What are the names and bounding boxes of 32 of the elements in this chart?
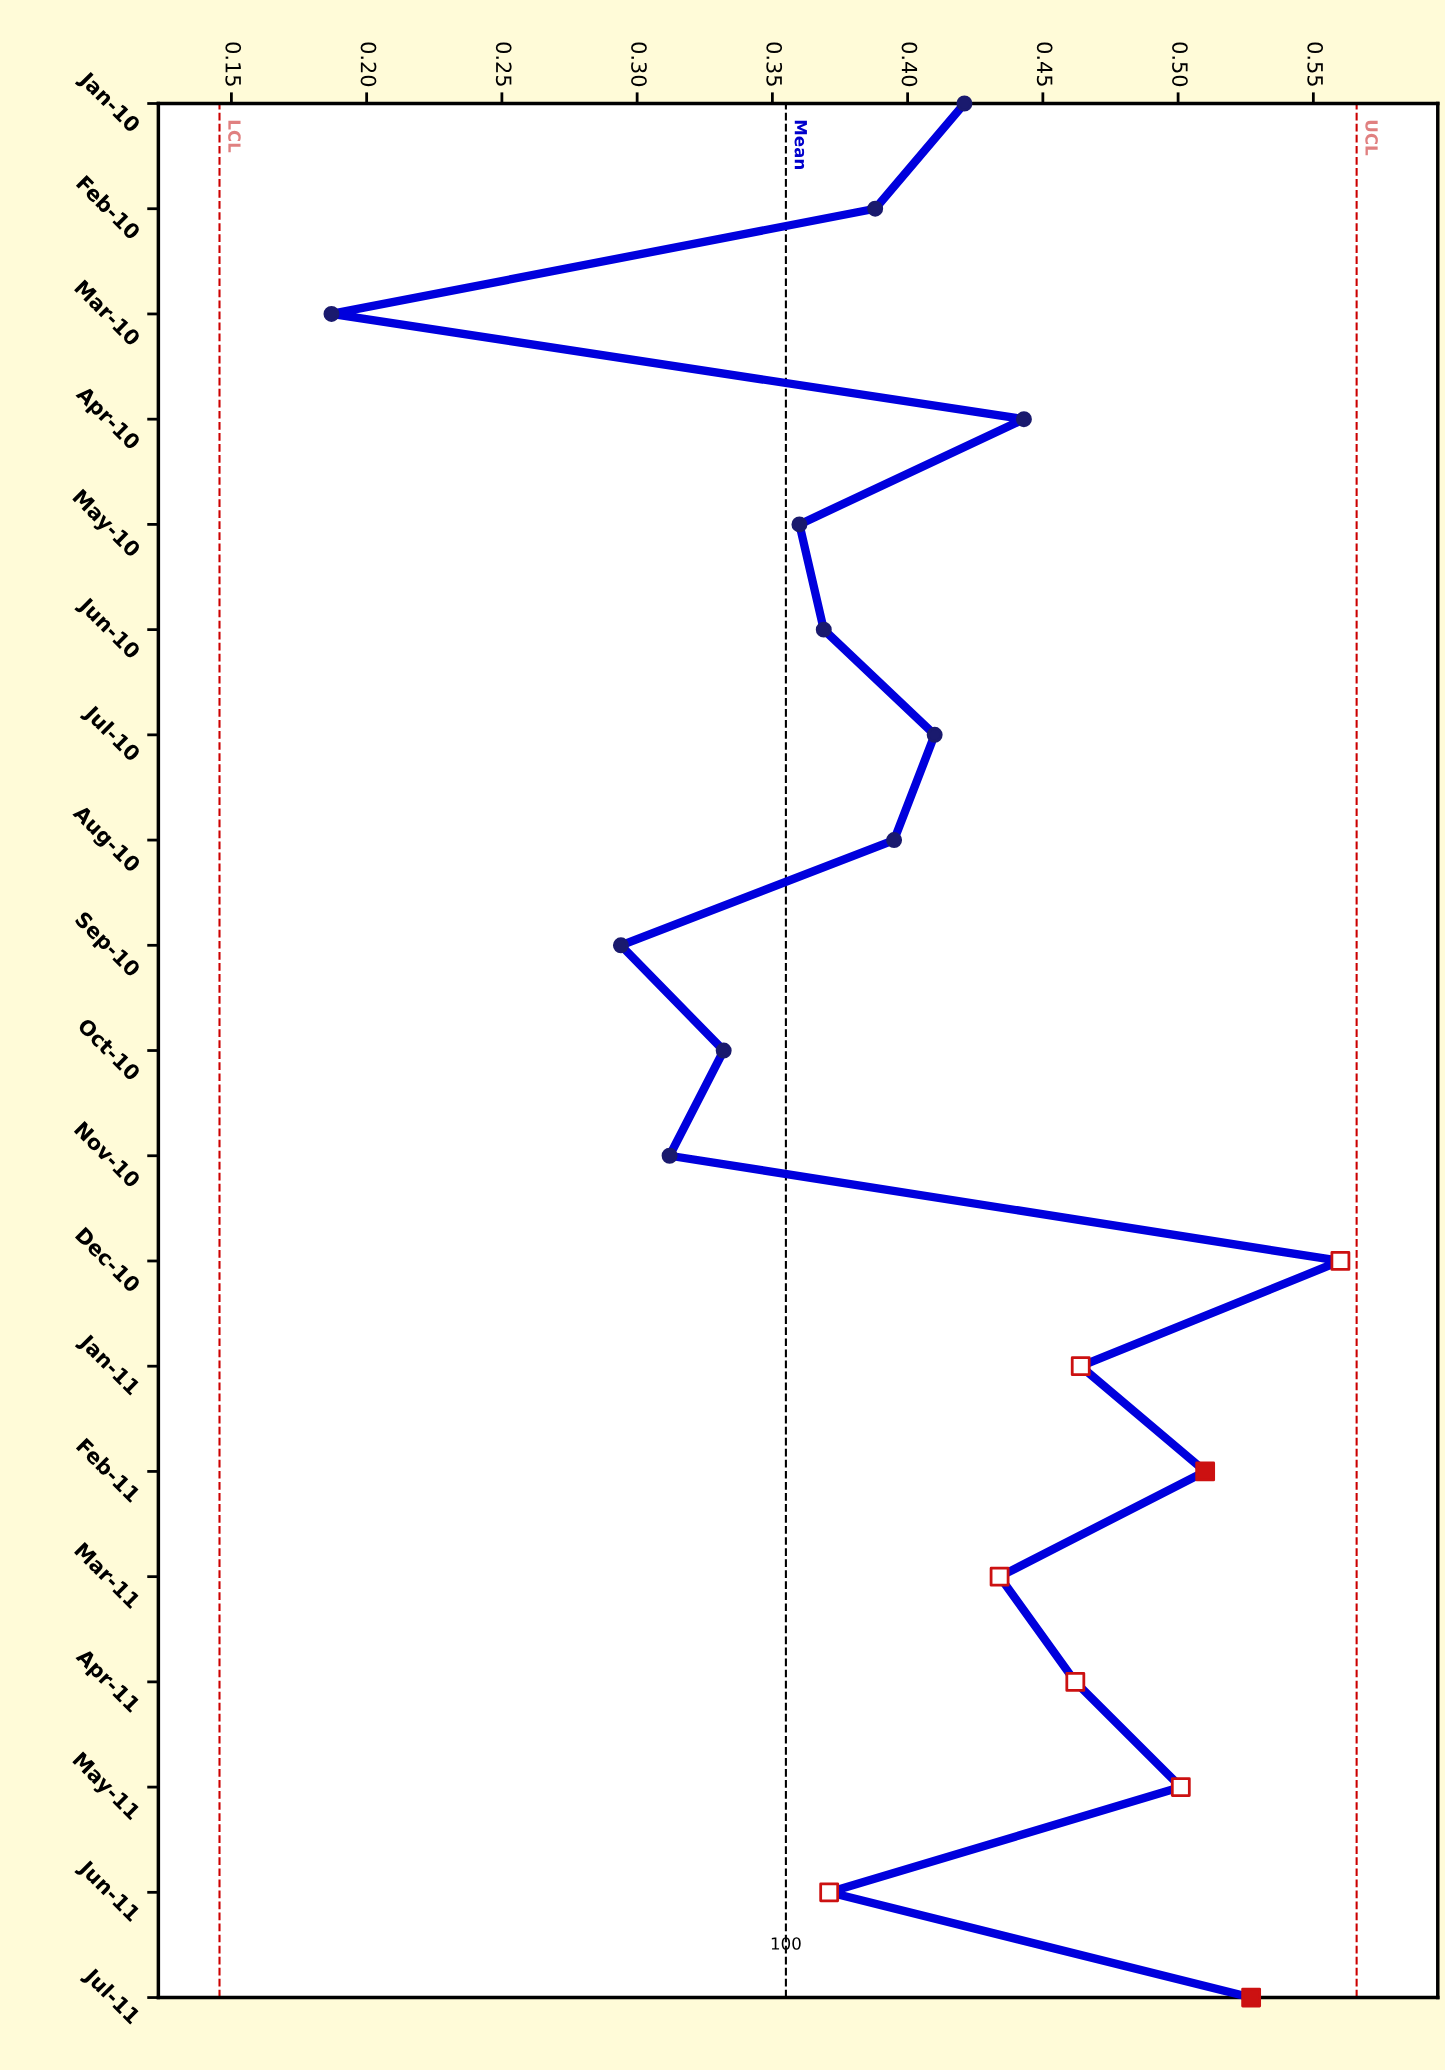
point — [1241, 1987, 1262, 2008]
x-tick-label: 0.15 — [225, 42, 242, 86]
ref-line-label: UCL — [1365, 120, 1378, 156]
point — [1195, 1461, 1216, 1482]
ref-line-label: LCL — [228, 120, 241, 153]
x-tick-label: 0.55 — [1307, 42, 1324, 86]
point — [1065, 1671, 1086, 1692]
point — [1070, 1356, 1091, 1377]
point — [612, 937, 629, 954]
x-tick-label: 0.30 — [631, 42, 647, 87]
point — [886, 832, 903, 849]
x-tick-label: 0.20 — [360, 42, 377, 87]
x-tick-label: 0.25 — [495, 42, 512, 86]
point — [323, 305, 340, 322]
point — [661, 1147, 678, 1164]
point — [867, 200, 884, 217]
point — [815, 621, 832, 638]
ref-line-label: Mean — [794, 120, 807, 169]
point — [926, 726, 943, 743]
point — [989, 1566, 1010, 1587]
point — [1330, 1251, 1351, 1271]
x-tick-label: 0.45 — [1036, 42, 1053, 86]
annotation: 100 — [771, 1937, 801, 1950]
x-tick-label: 0.40 — [901, 42, 918, 87]
point — [819, 1882, 840, 1903]
x-tick-label: 0.50 — [1172, 42, 1188, 87]
point — [956, 95, 973, 112]
point — [791, 516, 808, 533]
x-tick-label: 0.35 — [766, 42, 783, 86]
point — [1015, 411, 1032, 428]
point — [1170, 1777, 1191, 1797]
point — [715, 1042, 732, 1059]
